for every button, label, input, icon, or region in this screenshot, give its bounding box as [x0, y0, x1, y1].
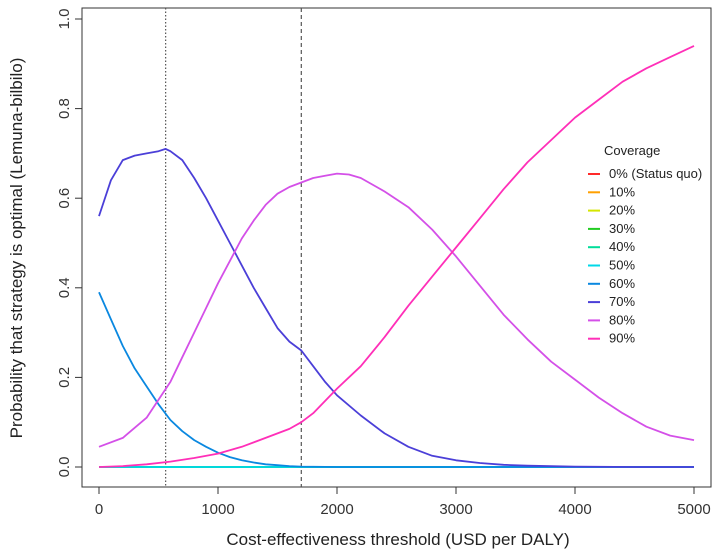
legend-label: 30%	[609, 221, 635, 236]
x-tick-label: 2000	[320, 501, 353, 518]
legend-label: 20%	[609, 203, 635, 218]
x-tick-label: 3000	[439, 501, 472, 518]
x-tick-label: 5000	[677, 501, 710, 518]
y-tick-label: 0.0	[56, 457, 73, 478]
series-line-80	[98, 172, 695, 448]
y-tick-label: 0.2	[56, 367, 73, 388]
x-axis: 0 1000 2000 3000 4000 5000	[95, 487, 711, 518]
series-lines	[98, 45, 695, 468]
y-axis: 0.0 0.2 0.4 0.6 0.8 1.0	[56, 9, 82, 478]
y-axis-title: Probability that strategy is optimal (Le…	[7, 58, 26, 439]
y-tick-label: 0.8	[56, 98, 73, 119]
y-tick-label: 0.4	[56, 277, 73, 298]
legend: Coverage 0% (Status quo) 10% 20% 30% 40% 50% 6…	[588, 143, 702, 346]
series-line-90	[98, 45, 695, 468]
series-line-60	[98, 291, 694, 468]
legend-label: 70%	[609, 294, 635, 309]
legend-label: 40%	[609, 239, 635, 254]
x-tick-label: 1000	[201, 501, 234, 518]
series-line-70	[98, 147, 694, 468]
x-axis-title: Cost-effectiveness threshold (USD per DA…	[226, 530, 569, 549]
x-tick-label: 0	[95, 501, 103, 518]
y-tick-label: 0.6	[56, 188, 73, 209]
legend-label: 80%	[609, 312, 635, 327]
reference-lines	[165, 8, 302, 487]
plot-frame	[81, 7, 712, 488]
legend-label: 10%	[609, 184, 635, 199]
legend-title: Coverage	[604, 143, 660, 158]
legend-label: 0% (Status quo)	[609, 166, 702, 181]
x-tick-label: 4000	[558, 501, 591, 518]
legend-label: 50%	[609, 258, 635, 273]
legend-label: 90%	[609, 331, 635, 346]
y-tick-label: 1.0	[56, 9, 73, 30]
legend-label: 60%	[609, 276, 635, 291]
